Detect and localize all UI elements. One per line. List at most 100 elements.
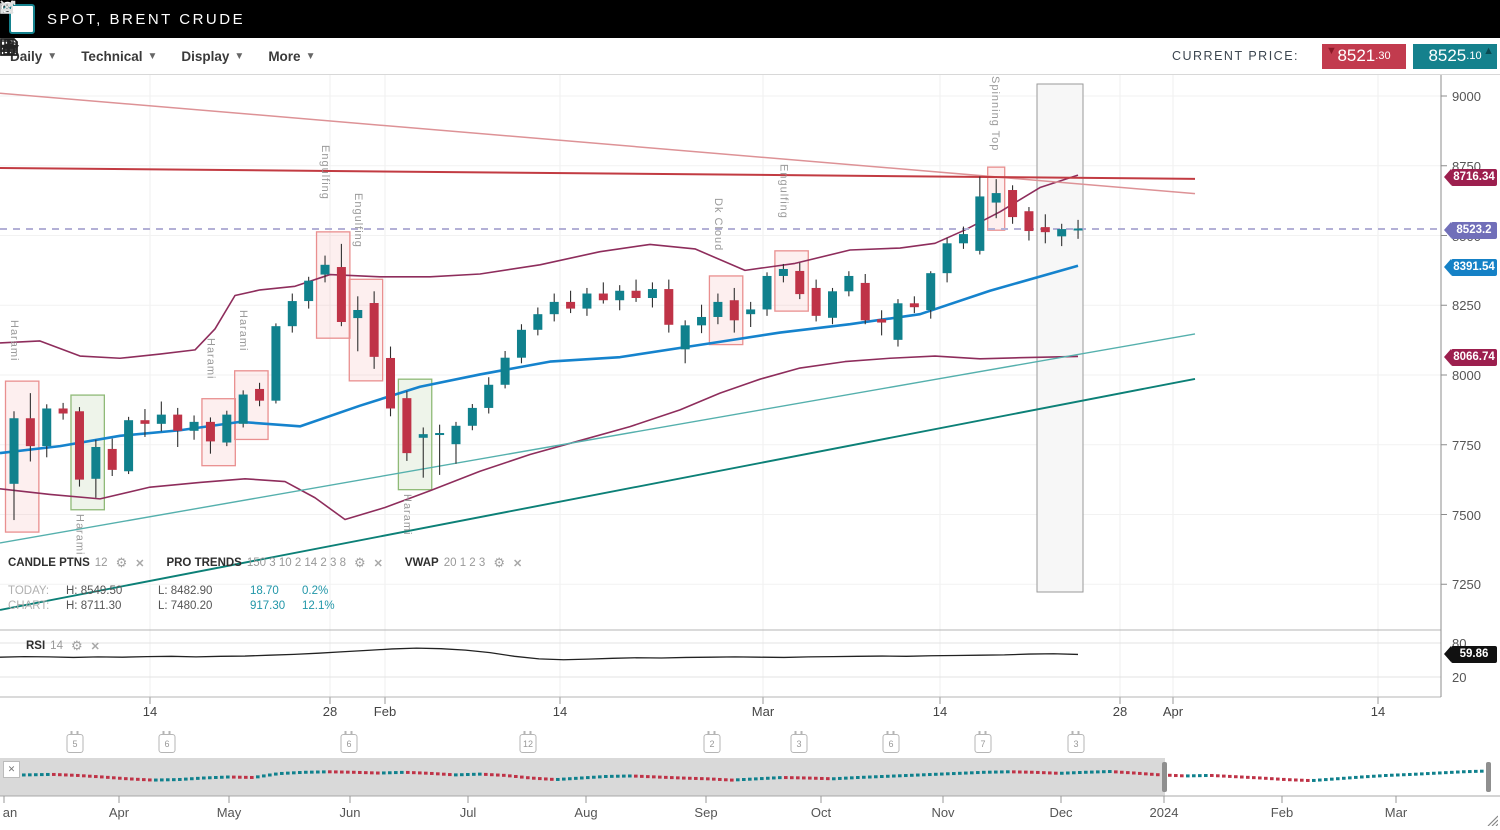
navigator-mini-candle	[568, 777, 572, 781]
navigator-mini-candle	[412, 771, 416, 775]
navigator-mini-candle	[676, 776, 680, 780]
menu-timeframe[interactable]: Daily ▼	[10, 48, 58, 64]
navigator-mini-candle	[1198, 774, 1202, 778]
navigator-mini-candle	[838, 776, 842, 780]
navigator-mini-candle	[634, 774, 638, 778]
navigator-mini-candle	[652, 775, 656, 779]
navigator-mini-candle	[826, 777, 830, 781]
pattern-count-badge[interactable]: 7	[974, 731, 992, 753]
close-icon[interactable]: ✕	[512, 557, 523, 570]
navigator-right-handle[interactable]	[1486, 762, 1491, 792]
candle-up	[418, 434, 428, 438]
candle-up	[271, 326, 281, 401]
navigator-mini-candle	[616, 774, 620, 778]
price-level-badge: 8523.2	[1444, 221, 1497, 239]
navigator-mini-candle	[1372, 774, 1376, 778]
pattern-count-badge[interactable]: 12	[519, 731, 537, 753]
navigator-mini-candle	[220, 775, 224, 779]
candle-up	[647, 289, 657, 298]
highlight-zone[interactable]	[1036, 83, 1084, 593]
navigator-mini-candle	[1060, 771, 1064, 775]
menu-display[interactable]: Display ▼	[181, 48, 245, 64]
navigator-mini-candle	[1030, 770, 1034, 774]
navigator-mini-candle	[646, 775, 650, 779]
pattern-count-badge[interactable]: 6	[158, 731, 176, 753]
navigator-month-label: May	[216, 805, 242, 820]
candle-down	[255, 388, 265, 401]
pattern-count-badge[interactable]: 2	[703, 731, 721, 753]
today-change-pct: 0.2%	[302, 585, 329, 597]
candle-down	[205, 421, 215, 442]
navigator-mini-candle	[112, 776, 116, 780]
navigator-mini-candle	[1420, 772, 1424, 776]
navigator-mini-candle	[1306, 778, 1310, 782]
candle-up	[42, 408, 52, 447]
navigator-month-label: Apr	[108, 805, 130, 820]
candle-up	[91, 446, 101, 479]
navigator-mini-candle	[1216, 774, 1220, 778]
candle-up	[467, 407, 477, 426]
navigator-mini-candle	[982, 770, 986, 774]
pattern-count-badge[interactable]: 3	[1067, 731, 1085, 753]
navigator-mini-candle	[1222, 774, 1226, 778]
navigator-close-button[interactable]: ✕	[3, 761, 20, 778]
navigator-mini-candle	[388, 771, 392, 775]
navigator-mini-candle	[1192, 774, 1196, 778]
navigator-mini-candle	[892, 774, 896, 778]
pattern-label: Harami	[237, 309, 250, 352]
rsi-line	[0, 647, 1079, 661]
navigator-mini-candle	[64, 773, 68, 777]
close-icon[interactable]: ✕	[373, 557, 383, 570]
navigator-mini-candle	[1438, 771, 1442, 775]
gear-icon[interactable]: ⚙	[115, 555, 128, 570]
candle-up	[484, 384, 494, 408]
navigator-mini-candle	[718, 777, 722, 781]
navigator-selected-region[interactable]	[1165, 758, 1488, 796]
pattern-count-badge[interactable]: 5	[66, 731, 84, 753]
navigator-left-handle[interactable]	[1162, 762, 1167, 792]
indicator-vwap: VWAP 20 1 2 3 ⚙ ✕	[405, 555, 522, 571]
indicator-pro-trends: PRO TRENDS 150 3 10 2 14 2 3 8 ⚙ ✕	[166, 555, 382, 571]
close-icon[interactable]: ✕	[90, 640, 100, 653]
navigator-mini-candle	[352, 770, 356, 774]
navigator-mini-candle	[1066, 771, 1070, 775]
navigator-mini-candle	[1210, 773, 1214, 777]
candle-down	[58, 408, 68, 414]
up-arrow-icon: ▲	[1483, 44, 1494, 57]
navigator-mini-candle	[430, 771, 434, 775]
gear-icon[interactable]: ⚙	[70, 638, 83, 653]
navigator-mini-candle	[1390, 773, 1394, 777]
candle-down	[402, 398, 412, 454]
price-level-badge: 8066.74	[1444, 348, 1497, 366]
time-axis-label: 28	[1112, 704, 1128, 719]
candle-up	[189, 421, 199, 431]
navigator-mini-candle	[814, 776, 818, 780]
menu-technical[interactable]: Technical ▼	[81, 48, 158, 64]
navigator-mini-candle	[1312, 778, 1316, 782]
menu-more[interactable]: More ▼	[268, 48, 316, 64]
navigator-mini-candle	[28, 773, 32, 777]
gear-icon[interactable]: ⚙	[353, 555, 366, 570]
navigator-mini-candle	[1234, 775, 1238, 779]
navigator-mini-candle	[658, 775, 662, 779]
close-window-button[interactable]	[0, 0, 1488, 28]
navigator-mini-candle	[784, 776, 788, 780]
navigator-mini-candle	[1270, 777, 1274, 781]
minimize-button[interactable]	[1, 9, 1424, 28]
pattern-count-badge[interactable]: 3	[790, 731, 808, 753]
navigator-mini-candle	[304, 770, 308, 774]
popout-button[interactable]	[0, 0, 1456, 28]
pattern-count-badge[interactable]: 6	[882, 731, 900, 753]
navigator-mini-candle	[1000, 770, 1004, 774]
close-icon[interactable]: ✕	[135, 557, 145, 570]
stats-chart-row: CHART: H: 8711.30 L: 7480.20 917.30 12.1…	[8, 599, 335, 614]
navigator-mini-candle	[1252, 776, 1256, 780]
navigator-mini-candle	[640, 774, 644, 778]
pattern-count-badge[interactable]: 6	[340, 731, 358, 753]
candle-up	[287, 301, 297, 327]
navigator-mini-candle	[748, 777, 752, 781]
navigator-mini-candle	[232, 775, 236, 779]
chart-high: H: 8711.30	[66, 600, 122, 612]
gear-icon[interactable]: ⚙	[493, 555, 505, 570]
